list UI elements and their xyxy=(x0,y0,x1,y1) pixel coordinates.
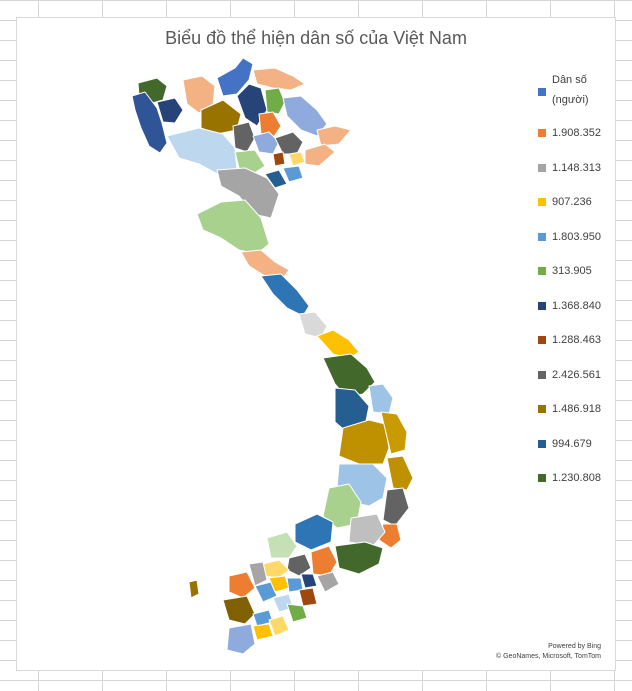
legend-swatch xyxy=(538,129,546,137)
map-region xyxy=(304,143,336,167)
legend-label: 1.288.463 xyxy=(552,334,601,346)
map-region xyxy=(288,151,306,167)
legend-item: 1.148.313 xyxy=(536,162,616,197)
map-region xyxy=(216,167,280,219)
legend-item: 1.368.840 xyxy=(536,300,616,335)
map-island-phu-quoc xyxy=(188,579,200,599)
map-region xyxy=(222,595,256,625)
legend-label: 907.236 xyxy=(552,196,592,208)
map-region xyxy=(258,111,282,139)
legend: Dân số (người) 1.908.352 1.148.313 907.236… xyxy=(536,72,616,507)
legend-swatch xyxy=(538,301,546,310)
map-region xyxy=(272,151,286,167)
legend-swatch xyxy=(538,336,546,344)
legend-item: 1.908.352 xyxy=(536,127,616,162)
legend-label: 313.905 xyxy=(552,265,592,277)
legend-swatch xyxy=(538,88,546,96)
legend-item: 1.486.918 xyxy=(536,403,616,438)
map-region xyxy=(131,91,168,154)
map-region xyxy=(196,199,270,255)
map-region xyxy=(252,131,280,155)
legend-item: 313.905 xyxy=(536,265,616,300)
map-region xyxy=(166,127,238,177)
map-region xyxy=(232,121,256,153)
legend-title: Dân số xyxy=(552,74,587,86)
credits-powered-by: Powered by Bing xyxy=(548,643,601,650)
chart-title: Biểu đồ thể hiện dân số của Việt Nam xyxy=(165,28,467,48)
legend-swatch xyxy=(538,405,546,413)
legend-unit: (người) xyxy=(552,94,589,106)
map-region xyxy=(380,411,408,455)
legend-swatch xyxy=(538,474,546,482)
map-region xyxy=(264,169,288,189)
legend-label: 994.679 xyxy=(552,437,592,450)
legend-label: 1.803.950 xyxy=(552,230,601,243)
legend-swatch xyxy=(538,163,546,172)
map-chart[interactable]: Biểu đồ thể hiện dân số của Việt Nam xyxy=(16,17,616,671)
map-region xyxy=(382,487,410,527)
vietnam-map xyxy=(131,57,414,655)
legend-swatch xyxy=(538,267,546,275)
map-region xyxy=(294,513,334,551)
credits-attribution: © GeoNames, Microsoft, TomTom xyxy=(496,653,601,660)
map-region xyxy=(262,559,290,579)
legend-item: 1.230.808 xyxy=(536,472,616,507)
map-region xyxy=(254,581,278,603)
legend-swatch xyxy=(538,198,546,206)
map-region xyxy=(316,329,360,359)
map-region xyxy=(274,131,304,155)
map-region xyxy=(386,455,414,491)
map-region xyxy=(226,623,256,655)
map-region xyxy=(282,165,304,183)
map-region xyxy=(310,545,338,577)
map-region xyxy=(240,249,290,279)
map-region xyxy=(216,57,254,97)
map-region xyxy=(286,603,308,623)
map-region xyxy=(252,67,306,91)
map-region xyxy=(316,571,340,593)
legend-item: 1.288.463 xyxy=(536,334,616,369)
map-region xyxy=(368,383,394,415)
map-region xyxy=(156,97,184,124)
legend-item: 2.426.561 xyxy=(536,369,616,404)
map-region xyxy=(334,541,384,575)
map-region xyxy=(298,587,318,607)
map-region xyxy=(316,125,352,147)
map-region xyxy=(338,419,390,465)
map-credits: Powered by Bing © GeoNames, Microsoft, T… xyxy=(496,642,601,662)
map-region xyxy=(252,623,274,641)
legend-label: 1.148.313 xyxy=(552,161,601,174)
legend-swatch xyxy=(538,232,546,241)
legend-item xyxy=(536,88,616,127)
map-region xyxy=(286,553,312,577)
map-region xyxy=(260,273,310,317)
map-region xyxy=(298,311,328,339)
legend-item: 994.679 xyxy=(536,438,616,473)
map-region xyxy=(266,531,298,559)
legend-item: 1.803.950 xyxy=(536,231,616,266)
legend-label: 1.486.918 xyxy=(552,403,601,415)
legend-swatch xyxy=(538,439,546,448)
legend-label: 1.368.840 xyxy=(552,299,601,312)
legend-item: 907.236 xyxy=(536,196,616,231)
map-region xyxy=(268,615,290,637)
map-region xyxy=(300,573,318,589)
map-region xyxy=(348,513,386,547)
legend-swatch xyxy=(538,370,546,379)
legend-label: 2.426.561 xyxy=(552,368,601,381)
legend-label: 1.908.352 xyxy=(552,127,601,139)
legend-label: 1.230.808 xyxy=(552,472,601,484)
map-region xyxy=(228,571,256,599)
map-region xyxy=(248,561,268,587)
map-region xyxy=(264,87,286,115)
